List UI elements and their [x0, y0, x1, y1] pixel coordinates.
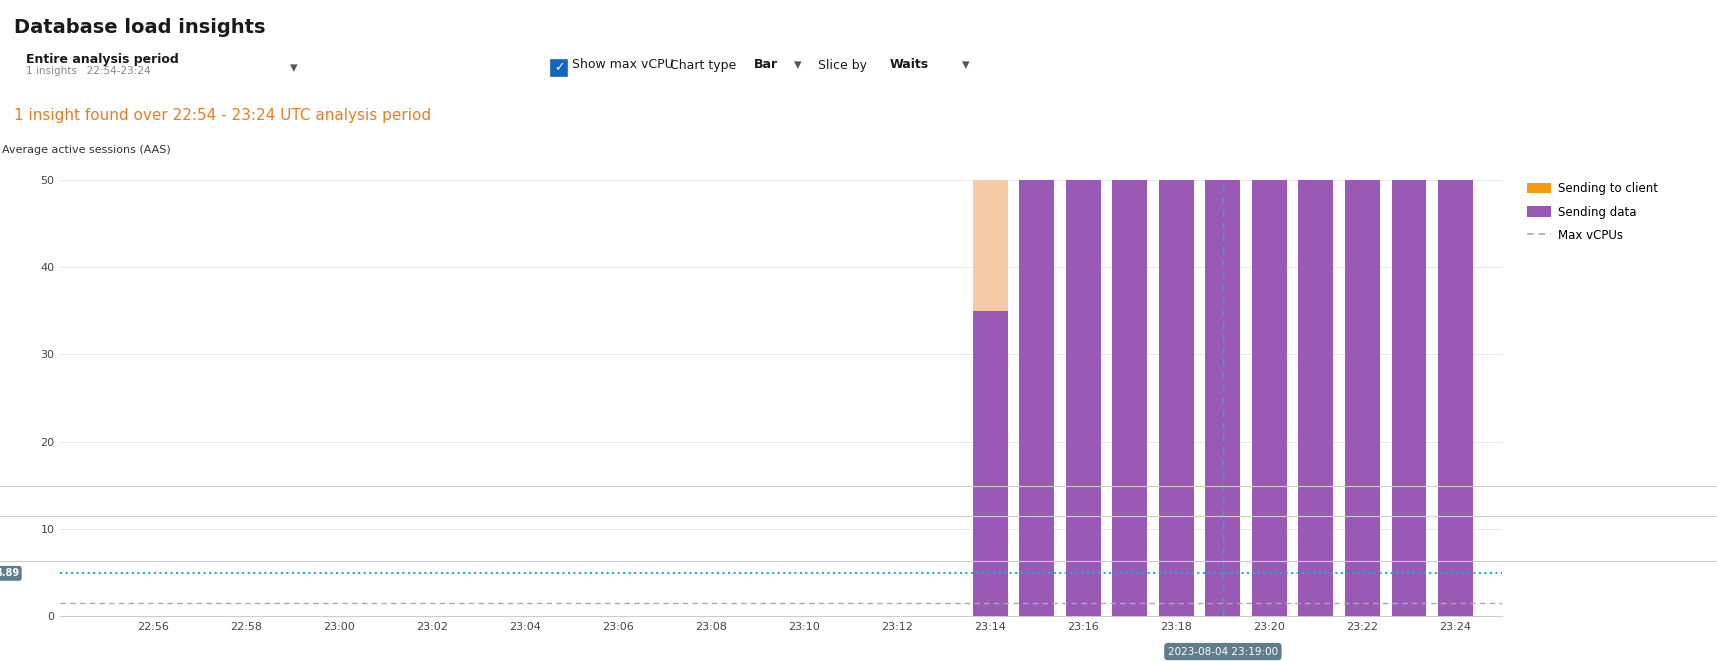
- Bar: [1298, 180, 1334, 616]
- Bar: [1298, 180, 1334, 616]
- Text: 2023-08-04 23:19:00: 2023-08-04 23:19:00: [1168, 646, 1277, 656]
- Bar: [1020, 180, 1054, 616]
- Bar: [1344, 180, 1380, 616]
- Text: Average active sessions (AAS): Average active sessions (AAS): [2, 145, 172, 155]
- Text: ✓: ✓: [555, 61, 565, 75]
- Bar: [1159, 180, 1193, 616]
- Bar: [1439, 180, 1473, 616]
- Text: Show max vCPU: Show max vCPU: [572, 59, 673, 71]
- Bar: [1252, 180, 1286, 616]
- FancyBboxPatch shape: [551, 59, 567, 76]
- Text: Waits: Waits: [889, 59, 929, 71]
- Text: 4.89: 4.89: [0, 568, 19, 578]
- Text: Slice by: Slice by: [817, 59, 867, 71]
- Text: 1 insights   22:54-23:24: 1 insights 22:54-23:24: [26, 66, 151, 76]
- Text: ▾: ▾: [962, 58, 970, 73]
- Text: ▾: ▾: [793, 58, 802, 73]
- Bar: [974, 311, 1008, 616]
- Text: 1 insight found over 22:54 - 23:24 UTC analysis period: 1 insight found over 22:54 - 23:24 UTC a…: [14, 108, 431, 123]
- Bar: [1205, 180, 1240, 616]
- Bar: [1391, 180, 1427, 616]
- Bar: [1439, 180, 1473, 616]
- Bar: [1205, 180, 1240, 616]
- Bar: [1391, 180, 1427, 616]
- Bar: [1113, 180, 1147, 616]
- Bar: [1344, 180, 1380, 616]
- Bar: [1066, 180, 1101, 616]
- Bar: [1113, 180, 1147, 616]
- Bar: [1252, 180, 1286, 616]
- Text: Chart type: Chart type: [670, 59, 737, 71]
- Bar: [1020, 180, 1054, 616]
- Bar: [974, 180, 1008, 616]
- Text: Bar: Bar: [754, 59, 778, 71]
- Text: Entire analysis period: Entire analysis period: [26, 52, 179, 65]
- Bar: [1066, 180, 1101, 616]
- Text: ▾: ▾: [290, 60, 297, 75]
- Bar: [1159, 180, 1193, 616]
- Text: Database load insights: Database load insights: [14, 18, 266, 37]
- Legend: Sending to client, Sending data, Max vCPUs: Sending to client, Sending data, Max vCP…: [1523, 177, 1662, 247]
